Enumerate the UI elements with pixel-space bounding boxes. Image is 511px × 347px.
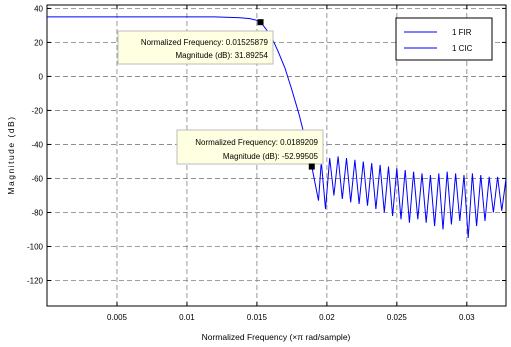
y-tick-label: -100 bbox=[27, 242, 44, 251]
y-tick-label: -120 bbox=[27, 276, 44, 285]
tooltip-1-line-2: Magnitude (dB): 31.89254 bbox=[175, 51, 268, 60]
legend-box bbox=[395, 17, 493, 61]
x-tick-label: 0.015 bbox=[247, 313, 268, 322]
y-tick-label: -80 bbox=[31, 208, 43, 217]
x-tick-label: 0.02 bbox=[319, 313, 335, 322]
x-tick-label: 0.01 bbox=[179, 313, 195, 322]
tooltip-1-line-1: Normalized Frequency: 0.01525879 bbox=[141, 38, 269, 47]
y-tick-label: 40 bbox=[34, 4, 43, 13]
x-tick-labels: 0.005 0.01 0.015 0.02 0.025 0.03 bbox=[107, 313, 475, 322]
y-tick-label: -20 bbox=[31, 106, 43, 115]
series-line-cic bbox=[311, 156, 507, 239]
tooltip-2-line-2: Magnitude (dB): -52.99505 bbox=[223, 152, 319, 161]
y-tick-label: -40 bbox=[31, 140, 43, 149]
legend-label-cic: 1 CIC bbox=[452, 44, 473, 53]
tooltip-1: Normalized Frequency: 0.01525879 Magnitu… bbox=[117, 30, 274, 65]
x-axis-label: Normalized Frequency (×π rad/sample) bbox=[202, 332, 351, 342]
tick-marks bbox=[47, 5, 506, 306]
x-tick-label: 0.03 bbox=[459, 313, 475, 322]
plot-frame bbox=[46, 4, 507, 307]
x-tick-label: 0.025 bbox=[387, 313, 408, 322]
datatip-markers bbox=[257, 19, 315, 170]
datatip-marker-1 bbox=[257, 19, 264, 26]
tooltip-2-box bbox=[176, 129, 324, 165]
tooltip-2-line-1: Normalized Frequency: 0.0189209 bbox=[195, 138, 318, 147]
y-axis-label: Magnitude (dB) bbox=[6, 115, 16, 194]
y-tick-label: 0 bbox=[39, 72, 44, 81]
x-tick-label: 0.005 bbox=[107, 313, 128, 322]
y-tick-labels: 40 20 0 -20 -40 -60 -80 -100 -120 bbox=[27, 4, 44, 285]
datatip-marker-2 bbox=[308, 163, 315, 170]
legend-label-fir: 1 FIR bbox=[452, 28, 472, 37]
y-tick-label: 20 bbox=[34, 38, 43, 47]
tooltip-2: Normalized Frequency: 0.0189209 Magnitud… bbox=[176, 129, 324, 165]
y-tick-label: -60 bbox=[31, 174, 43, 183]
tooltip-1-box bbox=[117, 30, 274, 65]
legend: 1 FIR 1 CIC bbox=[395, 17, 493, 61]
